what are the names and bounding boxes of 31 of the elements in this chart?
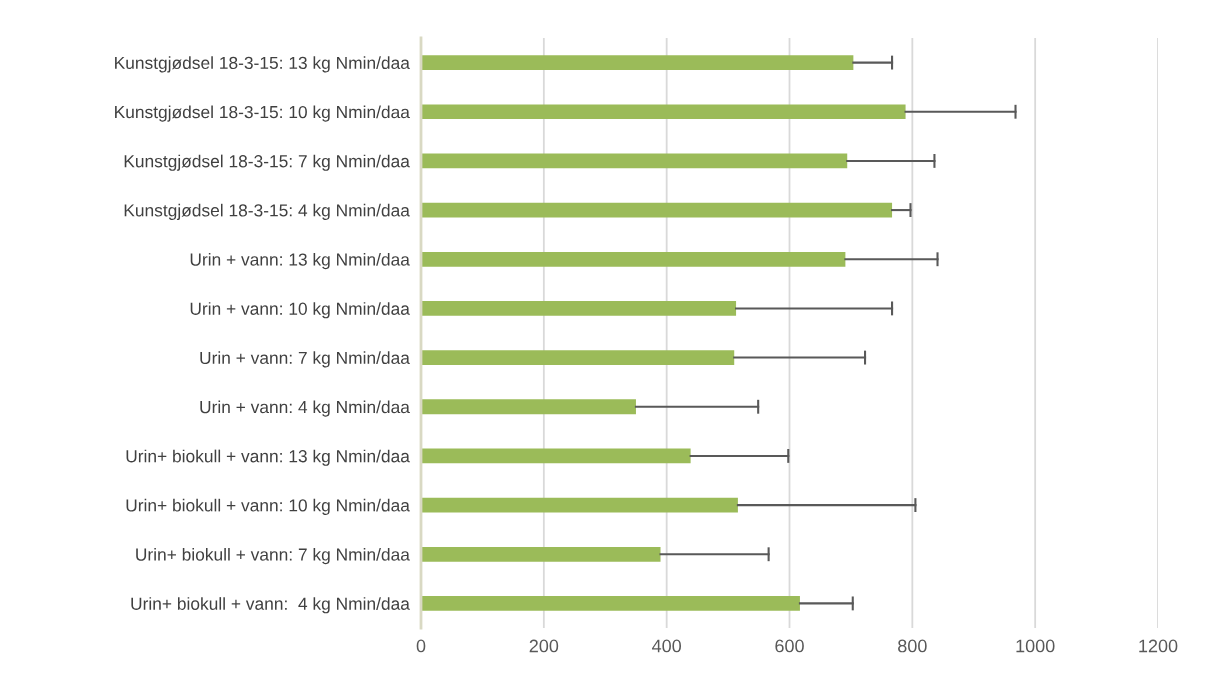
y-tick-label: Kunstgjødsel 18-3-15: 10 kg Nmin/daa [115,105,410,122]
x-tick-label: 600 [775,639,804,653]
y-tick-label: Urin + vann: 13 kg Nmin/daa [190,252,410,270]
y-tick-label: Urin+ biokull + vann: 4 kg Nmin/daa [131,597,410,614]
bar [421,448,691,464]
bar [421,251,846,267]
x-tick-label: 200 [529,639,559,653]
x-tick-label: 800 [898,639,927,653]
bar [421,546,661,562]
bar [421,350,735,365]
y-tick-label: Kunstgjødsel 18-3-15: 13 kg Nmin/daa [115,56,410,73]
y-tick-label: Urin+ biokull + vann: 13 kg Nmin/daa [126,449,410,466]
y-tick-label: Kunstgjødsel 18-3-15: 4 kg Nmin/daa [124,203,410,220]
y-tick-label: Urin + vann: 4 kg Nmin/daa [200,400,410,417]
bar [421,104,906,120]
x-tick-label: 1000 [1016,639,1055,653]
x-tick-label: 1200 [1139,639,1178,653]
bar [421,301,737,316]
y-tick-label: Urin+ biokull + vann: 7 kg Nmin/daa [136,547,410,565]
bar [421,596,800,611]
y-tick-label: Kunstgjødsel 18-3-15: 7 kg Nmin/daa [124,154,410,171]
bar [421,497,738,513]
y-tick-label: Urin + vann: 7 kg Nmin/daa [200,351,410,368]
bar [421,153,848,169]
x-tick-label: 0 [416,639,426,653]
y-tick-label: Urin+ biokull + vann: 10 kg Nmin/daa [126,498,410,515]
y-tick-label: Urin + vann: 10 kg Nmin/daa [190,302,410,319]
bar [421,399,636,415]
bar [421,55,854,70]
bar [421,202,893,218]
x-tick-label: 400 [652,639,682,653]
